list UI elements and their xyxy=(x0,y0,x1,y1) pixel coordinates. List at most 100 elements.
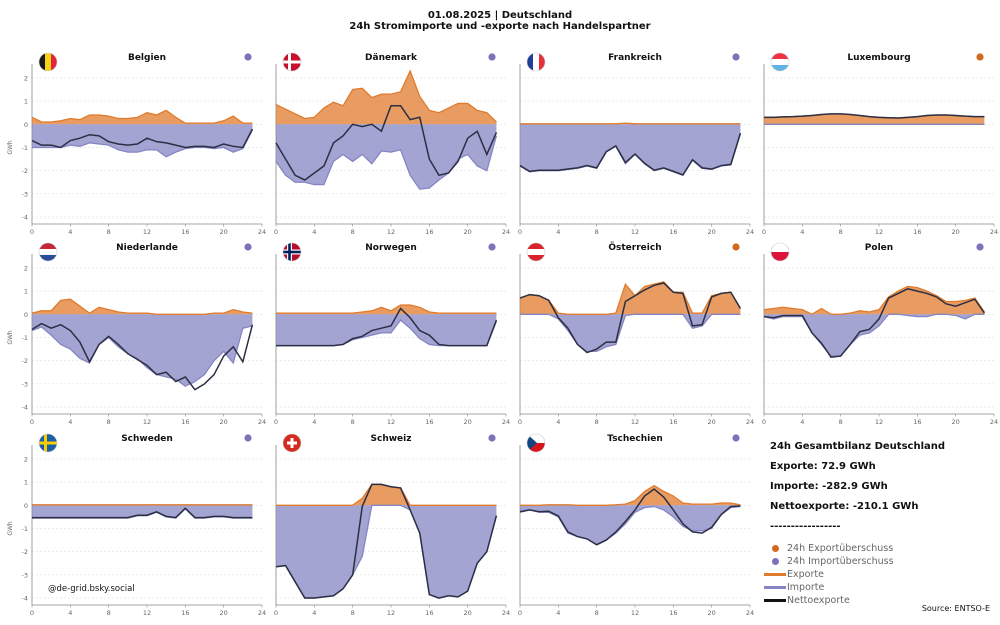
x-tick-label: 8 xyxy=(595,418,599,426)
x-tick-label: 0 xyxy=(274,609,278,617)
summary-divider: ----------------- xyxy=(770,521,841,532)
x-tick-label: 4 xyxy=(68,228,72,236)
author-handle: @de-grid.bsky.social xyxy=(48,584,135,594)
y-tick-label: 0 xyxy=(24,121,28,129)
x-tick-label: 8 xyxy=(107,609,111,617)
exports-line xyxy=(31,298,253,315)
legend-export-surplus-label: 24h Exportüberschuss xyxy=(787,543,894,554)
flag-fr-icon xyxy=(527,53,545,71)
net-line xyxy=(276,307,498,347)
panel-at: 0 4 8 12 16 20 24 Österreich xyxy=(518,242,754,426)
x-tick-label: 24 xyxy=(746,609,754,617)
imports-line xyxy=(763,313,985,357)
balance-dot-icon xyxy=(732,243,740,251)
imports-area xyxy=(276,124,497,190)
legend-imports: Importe xyxy=(763,581,894,594)
flag-at-icon xyxy=(527,243,545,261)
x-tick-label: 4 xyxy=(312,228,316,236)
x-tick-label: 24 xyxy=(258,418,266,426)
legend: 24h Exportüberschuss 24h Importüberschus… xyxy=(763,542,894,607)
y-tick-label: -2 xyxy=(22,357,28,365)
y-tick-label: 2 xyxy=(24,74,28,82)
y-axis-label: GWh xyxy=(7,140,14,155)
x-tick-label: 24 xyxy=(746,228,754,236)
balance-dot-icon xyxy=(732,434,740,442)
exports-line xyxy=(520,484,741,506)
x-tick-label: 24 xyxy=(258,228,266,236)
x-tick-label: 20 xyxy=(708,609,716,617)
x-tick-label: 12 xyxy=(143,228,151,236)
net-line xyxy=(32,507,253,519)
y-axis-label: GWh xyxy=(7,330,14,345)
panel-title: Frankreich xyxy=(608,53,662,63)
x-tick-label: 8 xyxy=(107,418,111,426)
y-tick-label: -1 xyxy=(22,144,28,152)
y-tick-label: 2 xyxy=(24,264,28,272)
x-tick-label: 8 xyxy=(351,418,355,426)
panel-title: Niederlande xyxy=(116,243,178,253)
x-tick-label: 0 xyxy=(762,228,766,236)
net-line xyxy=(519,132,742,176)
exports-area xyxy=(764,113,985,125)
x-tick-label: 8 xyxy=(839,418,843,426)
panel-title: Tschechien xyxy=(607,434,663,444)
x-tick-label: 16 xyxy=(425,609,433,617)
exports-line xyxy=(275,69,497,123)
x-tick-label: 0 xyxy=(274,228,278,236)
panel-dk: 0 4 8 12 16 20 24 Dänemark xyxy=(274,52,510,236)
x-tick-label: 8 xyxy=(595,228,599,236)
exports-line xyxy=(763,285,985,316)
x-tick-label: 4 xyxy=(556,418,560,426)
x-tick-label: 4 xyxy=(312,418,316,426)
x-tick-label: 16 xyxy=(425,228,433,236)
chart-title: 01.08.2025 | Deutschland xyxy=(427,10,573,21)
x-tick-label: 24 xyxy=(990,418,998,426)
balance-dot-icon xyxy=(244,53,252,61)
x-tick-label: 8 xyxy=(351,609,355,617)
import-surplus-dot-icon xyxy=(771,558,779,565)
y-tick-label: -4 xyxy=(22,214,28,222)
x-tick-label: 0 xyxy=(518,609,522,617)
x-tick-label: 12 xyxy=(387,418,395,426)
imports-area xyxy=(276,314,497,346)
x-tick-label: 24 xyxy=(258,609,266,617)
net-line xyxy=(519,488,741,546)
legend-import-surplus-label: 24h Importüberschuss xyxy=(787,556,894,567)
summary-panel: 24h Gesamtbilanz Deutschland Exporte: 72… xyxy=(770,441,990,541)
x-tick-label: 4 xyxy=(312,609,316,617)
exports-line xyxy=(520,122,741,125)
exports-line xyxy=(31,109,253,124)
x-tick-label: 20 xyxy=(952,418,960,426)
x-tick-label: 24 xyxy=(746,418,754,426)
x-tick-label: 16 xyxy=(669,609,677,617)
x-tick-label: 12 xyxy=(387,228,395,236)
source-note: Source: ENTSO-E xyxy=(921,604,990,613)
x-tick-label: 20 xyxy=(708,418,716,426)
imports-area xyxy=(32,314,253,387)
flag-pl-icon xyxy=(771,243,789,261)
panel-title: Polen xyxy=(865,243,893,253)
x-tick-label: 16 xyxy=(913,228,921,236)
exports-line xyxy=(276,304,497,314)
imports-line xyxy=(519,505,741,546)
net-line xyxy=(764,113,985,119)
x-tick-label: 16 xyxy=(181,418,189,426)
balance-dot-icon xyxy=(488,243,496,251)
x-tick-label: 12 xyxy=(875,228,883,236)
y-tick-label: -2 xyxy=(22,548,28,556)
net-line xyxy=(763,287,986,358)
summary-heading: 24h Gesamtbilanz Deutschland xyxy=(770,441,946,452)
legend-import-surplus: 24h Importüberschuss xyxy=(763,555,894,568)
panel-title: Schweden xyxy=(121,434,173,444)
panel-cz: 0 4 8 12 16 20 24 Tschechien xyxy=(518,433,754,617)
imports-area xyxy=(32,505,253,519)
panel-title: Österreich xyxy=(608,242,661,253)
legend-net-label: Nettoexporte xyxy=(787,595,850,606)
x-tick-label: 4 xyxy=(556,228,560,236)
x-tick-label: 0 xyxy=(30,609,34,617)
legend-exports-label: Exporte xyxy=(787,569,824,580)
legend-imports-label: Importe xyxy=(787,582,825,593)
x-tick-label: 12 xyxy=(387,609,395,617)
balance-dot-icon xyxy=(976,53,984,61)
